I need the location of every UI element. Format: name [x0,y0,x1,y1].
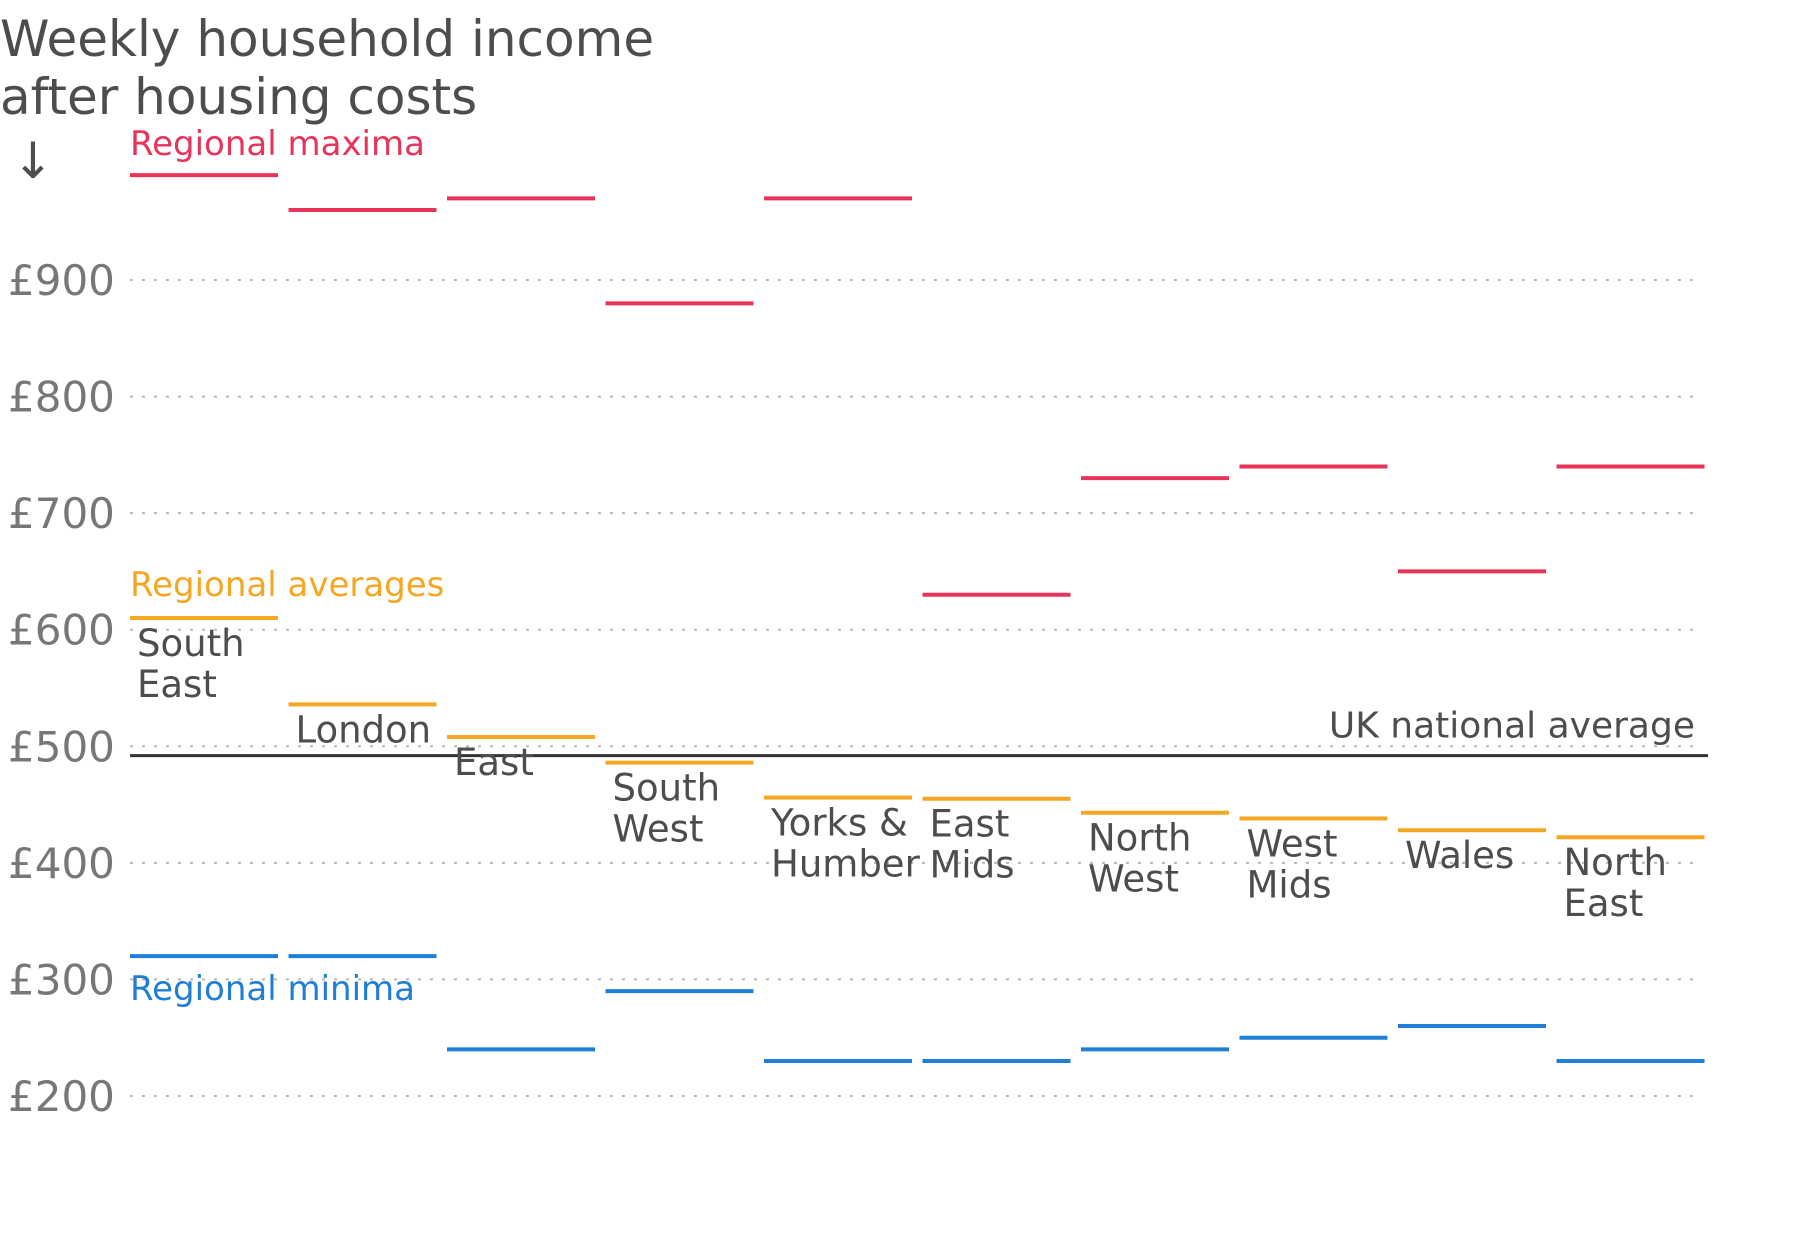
category-label-line: East [930,803,1010,846]
category-label-6: East Mids [930,803,1015,887]
category-label-line: North [1564,841,1667,884]
y-tick-label: £200 [8,1072,115,1121]
category-label-line: West [1247,823,1338,866]
y-tick-label: £700 [8,489,115,538]
category-label-2: London [296,708,432,751]
series-marks [130,173,1705,1064]
y-axis-ticks: £200 £300 £400 £500 £600 £700 £800 £900 [8,256,115,1121]
category-label-8: West Mids [1247,823,1338,907]
y-tick-label: £400 [8,839,115,888]
category-label-line: Wales [1405,834,1514,877]
category-label-5: Yorks & Humber [770,802,921,886]
category-label-line: North [1088,817,1191,860]
national-average-label: UK national average [1329,706,1695,747]
y-tick-label: £600 [8,606,115,655]
category-label-9: Wales [1405,834,1514,877]
series-legend: Regional maxima Regional averages Regional… [130,124,444,1009]
category-label-line: West [1088,858,1179,901]
category-label-line: Mids [930,844,1015,887]
category-label-line: East [137,663,217,706]
y-tick-label: £300 [8,955,115,1004]
category-label-line: West [613,808,704,851]
category-label-10: North East [1564,841,1667,925]
category-label-line: Humber [771,843,921,886]
category-label-4: South West [613,767,721,851]
gridlines [130,279,1700,1097]
reference-line-group: UK national average [130,706,1708,758]
category-label-line: Yorks & [770,802,908,845]
category-label-7: North West [1088,817,1191,901]
category-label-line: Mids [1247,864,1332,907]
category-label-line: East [454,741,534,784]
down-arrow-icon: ↓ [12,132,54,190]
y-tick-label: £900 [8,256,115,305]
category-label-3: East [454,741,534,784]
category-label-line: South [613,767,721,810]
category-label-line: London [296,708,432,751]
y-tick-label: £500 [8,722,115,771]
category-label-1: South East [137,622,245,706]
chart-title-line-1: Weekly household income [0,10,654,68]
chart-title-line-2: after housing costs [0,68,477,126]
legend-max: Regional maxima [130,124,425,164]
y-tick-label: £800 [8,373,115,422]
category-label-line: South [137,622,245,665]
legend-avg: Regional averages [130,565,444,605]
legend-min: Regional minima [130,969,415,1009]
category-label-line: East [1564,882,1644,925]
